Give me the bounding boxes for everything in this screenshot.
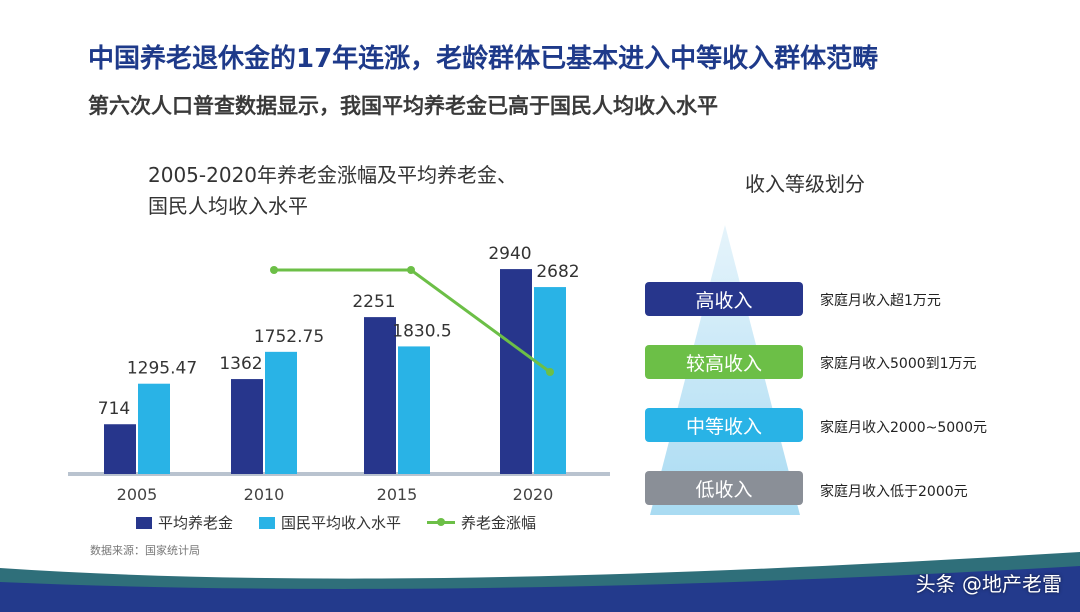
subheadline: 第六次人口普查数据显示，我国平均养老金已高于国民人均收入水平: [88, 94, 718, 118]
tier-title: 收入等级划分: [745, 172, 865, 196]
chart-title-line-1: 2005-2020年养老金涨幅及平均养老金、: [148, 163, 518, 187]
bar-income-2010: [265, 351, 297, 474]
value-label-pension-2005: 714: [98, 399, 130, 419]
tier-upper-middle-desc: 家庭月收入5000到1万元: [820, 356, 977, 372]
legend-label-income: 国民平均收入水平: [281, 514, 402, 532]
headline: 中国养老退休金的17年连涨，老龄群体已基本进入中等收入群体范畴: [88, 44, 879, 74]
footer-wave: [0, 552, 1080, 612]
legend-swatch-income: [259, 516, 276, 529]
bar-pension-2010: [231, 379, 263, 474]
growth-point-2010: [270, 266, 278, 274]
legend-label-growth: 养老金涨幅: [461, 514, 537, 532]
tier-low-box: 低收入: [645, 471, 803, 505]
x-tick-2005: 2005: [117, 485, 158, 504]
chart-legend: 平均养老金 国民平均收入水平 养老金涨幅: [136, 512, 536, 533]
bar-income-2005: [138, 383, 170, 474]
value-label-income-2010: 1752.75: [254, 327, 324, 347]
tier-upper-middle-box: 较高收入: [645, 345, 803, 379]
x-tick-2020: 2020: [513, 485, 554, 504]
legend-swatch-pension: [136, 516, 152, 529]
bar-pension-2005: [104, 424, 136, 474]
tier-low-desc: 家庭月收入低于2000元: [820, 484, 968, 500]
legend-swatch-growth: [427, 518, 456, 526]
bar-chart: 714 1362 2251 2940 1295.47 1752.75 1830.5 2682 2…: [68, 244, 610, 504]
value-label-pension-2015: 2251: [352, 292, 395, 312]
legend-item-income: 国民平均收入水平: [259, 512, 401, 533]
tier-middle-desc: 家庭月收入2000~5000元: [820, 420, 987, 436]
chart-title: 2005-2020年养老金涨幅及平均养老金、 国民人均收入水平: [148, 160, 588, 222]
x-tick-2010: 2010: [244, 485, 285, 504]
value-label-pension-2020: 2940: [488, 244, 531, 264]
growth-point-2015: [407, 266, 415, 274]
value-label-income-2005: 1295.47: [127, 359, 197, 379]
tier-middle-box: 中等收入: [645, 408, 803, 442]
value-label-pension-2010: 1362: [219, 354, 262, 374]
x-tick-2015: 2015: [377, 485, 418, 504]
legend-item-growth: 养老金涨幅: [427, 512, 536, 533]
legend-item-pension: 平均养老金: [136, 512, 233, 533]
data-source: 数据来源：国家统计局: [90, 544, 200, 557]
growth-point-2020: [546, 368, 554, 376]
tier-high-box: 高收入: [645, 282, 803, 316]
value-label-income-2020: 2682: [536, 262, 579, 282]
bar-pension-2015: [364, 317, 396, 474]
bar-income-2015: [398, 346, 430, 474]
tier-high-desc: 家庭月收入超1万元: [820, 293, 941, 309]
value-label-income-2015: 1830.5: [392, 321, 451, 341]
chart-title-line-2: 国民人均收入水平: [148, 194, 308, 218]
credit: 头条 @地产老雷: [915, 572, 1062, 596]
bar-income-2020: [534, 287, 566, 474]
legend-label-pension: 平均养老金: [158, 514, 234, 532]
bar-pension-2020: [500, 269, 532, 474]
